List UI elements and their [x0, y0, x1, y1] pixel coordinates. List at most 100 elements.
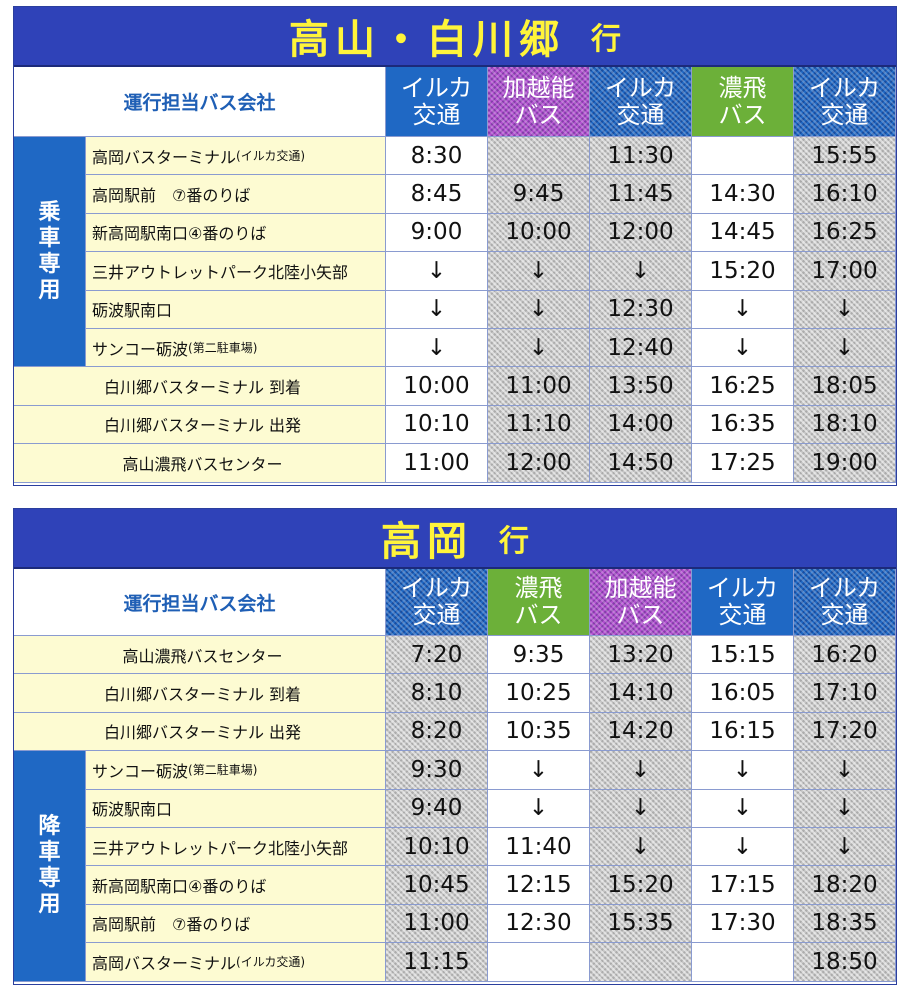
- departure-time: 11:15: [386, 943, 488, 982]
- stop-name-text: サンコー砺波: [92, 761, 189, 781]
- company-name-line2: 交通: [820, 100, 869, 129]
- departure-time: ↓: [794, 751, 896, 790]
- departure-time: 14:45: [692, 213, 794, 253]
- title-destination: 高山・白川郷: [289, 17, 565, 63]
- stop-name-note: (イルカ交通): [236, 149, 306, 164]
- departure-time: 11:30: [590, 137, 692, 176]
- stop-name-text: 高山濃飛バスセンター: [122, 646, 283, 666]
- timetable-title: 高岡 行: [14, 509, 896, 569]
- departure-time: 16:05: [692, 674, 794, 713]
- stop-name-text: 白川郷バスターミナル 到着: [103, 685, 302, 705]
- departure-time: 8:10: [386, 674, 488, 713]
- departure-time: ↓: [488, 252, 590, 291]
- departure-time: 10:45: [386, 866, 488, 905]
- stop-name-note: (イルカ交通): [236, 955, 306, 970]
- company-name-line1: 濃飛: [514, 574, 563, 602]
- stop-name-text: 高岡駅前 ⑦番のりば: [92, 915, 251, 935]
- departure-time: 10:00: [488, 213, 590, 253]
- departure-time: 18:50: [794, 943, 896, 982]
- departure-time: 11:00: [386, 904, 488, 944]
- stop-name-text: 高岡バスターミナル: [92, 147, 237, 167]
- departure-time: 11:00: [488, 367, 590, 406]
- stop-name: 高岡駅前 ⑦番のりば: [86, 904, 386, 944]
- departure-time: 14:00: [590, 405, 692, 445]
- stop-name: 三井アウトレットパーク北陸小矢部: [86, 827, 386, 867]
- departure-time: 7:20: [386, 636, 488, 675]
- departure-time: 15:15: [692, 636, 794, 675]
- company-name-line1: イルカ: [808, 574, 881, 602]
- departure-time: ↓: [488, 789, 590, 828]
- departure-time: 15:55: [794, 137, 896, 176]
- departure-time: [488, 137, 590, 176]
- departure-time: ↓: [794, 827, 896, 867]
- departure-time: 14:30: [692, 175, 794, 214]
- company-name-line1: 加越能: [604, 574, 677, 602]
- departure-time: 9:45: [488, 175, 590, 214]
- departure-time: 12:30: [488, 904, 590, 944]
- stop-name: 砺波駅南口: [86, 290, 386, 329]
- company-name-line2: バス: [514, 601, 563, 629]
- departure-time: 8:30: [386, 137, 488, 176]
- departure-time: ↓: [794, 328, 896, 368]
- timetable-to-takaoka: 高岡 行 運行担当バス会社 イルカ 交通 濃飛 バス 加越能 バス イルカ 交通 イルカ 交通降車専…: [13, 508, 897, 985]
- stop-name: 高岡バスターミナル (イルカ交通): [86, 943, 386, 982]
- departure-time: 13:20: [590, 636, 692, 675]
- company-header-iruka: イルカ 交通: [590, 67, 692, 137]
- stop-name-text: 白川郷バスターミナル 出発: [103, 416, 302, 436]
- departure-time: 8:45: [386, 175, 488, 214]
- departure-time: 16:20: [794, 636, 896, 675]
- stop-name: 高岡バスターミナル (イルカ交通): [86, 137, 386, 176]
- company-header-nohi: 濃飛 バス: [692, 67, 794, 137]
- company-header-label: 運行担当バス会社: [14, 67, 386, 137]
- stop-name-text: 三井アウトレットパーク北陸小矢部: [92, 262, 349, 282]
- departure-time: 15:20: [590, 866, 692, 905]
- stop-name: 高岡駅前 ⑦番のりば: [86, 175, 386, 214]
- company-name-line2: バス: [616, 601, 665, 629]
- departure-time: 17:10: [794, 674, 896, 713]
- departure-time: ↓: [590, 789, 692, 828]
- departure-time: 11:40: [488, 827, 590, 867]
- departure-time: 12:40: [590, 328, 692, 368]
- departure-time: ↓: [794, 290, 896, 329]
- departure-time: 14:50: [590, 444, 692, 483]
- departure-time: 17:25: [692, 444, 794, 483]
- departure-time: ↓: [692, 827, 794, 867]
- departure-time: 16:15: [692, 712, 794, 752]
- departure-time: 17:15: [692, 866, 794, 905]
- title-destination: 高岡: [381, 519, 473, 565]
- departure-time: 13:50: [590, 367, 692, 406]
- stop-name: 新高岡駅南口④番のりば: [86, 213, 386, 253]
- timetable-to-takayama-shirakawago: 高山・白川郷 行 運行担当バス会社 イルカ 交通 加越能 バス イルカ 交通 濃飛 バス イルカ交…: [13, 6, 897, 486]
- stop-name: 砺波駅南口: [86, 789, 386, 828]
- departure-time: 12:15: [488, 866, 590, 905]
- company-name-line2: 交通: [820, 601, 869, 629]
- departure-time: ↓: [386, 290, 488, 329]
- stop-name: サンコー砺波 (第二駐車場): [86, 328, 386, 368]
- company-name-line2: 交通: [412, 601, 461, 629]
- stop-name-text: 三井アウトレットパーク北陸小矢部: [92, 838, 349, 858]
- timetable-title: 高山・白川郷 行: [14, 7, 896, 67]
- departure-time: 9:00: [386, 213, 488, 253]
- timetable-grid: 運行担当バス会社 イルカ 交通 濃飛 バス 加越能 バス イルカ 交通 イルカ 交通降車専用高山濃飛…: [14, 569, 896, 982]
- departure-time: 10:10: [386, 827, 488, 867]
- section-label-alighting-only: 降車専用: [14, 751, 86, 982]
- departure-time: ↓: [692, 290, 794, 329]
- departure-time: 16:35: [692, 405, 794, 445]
- stop-name-text: 白川郷バスターミナル 出発: [103, 723, 302, 743]
- title-direction: 行: [499, 524, 529, 559]
- departure-time: 14:20: [590, 712, 692, 752]
- stop-name: 高山濃飛バスセンター: [14, 636, 386, 675]
- departure-time: 8:20: [386, 712, 488, 752]
- company-header-iruka: イルカ 交通: [386, 569, 488, 636]
- stop-name: 白川郷バスターミナル 到着: [14, 367, 386, 406]
- departure-time: 10:35: [488, 712, 590, 752]
- departure-time: ↓: [488, 751, 590, 790]
- departure-time: 11:00: [386, 444, 488, 483]
- departure-time: 12:00: [590, 213, 692, 253]
- departure-time: ↓: [386, 328, 488, 368]
- stop-name-text: 新高岡駅南口④番のりば: [92, 224, 267, 244]
- departure-time: 15:20: [692, 252, 794, 291]
- company-header-iruka: イルカ 交通: [794, 67, 896, 137]
- stop-name: 白川郷バスターミナル 到着: [14, 674, 386, 713]
- departure-time: 11:10: [488, 405, 590, 445]
